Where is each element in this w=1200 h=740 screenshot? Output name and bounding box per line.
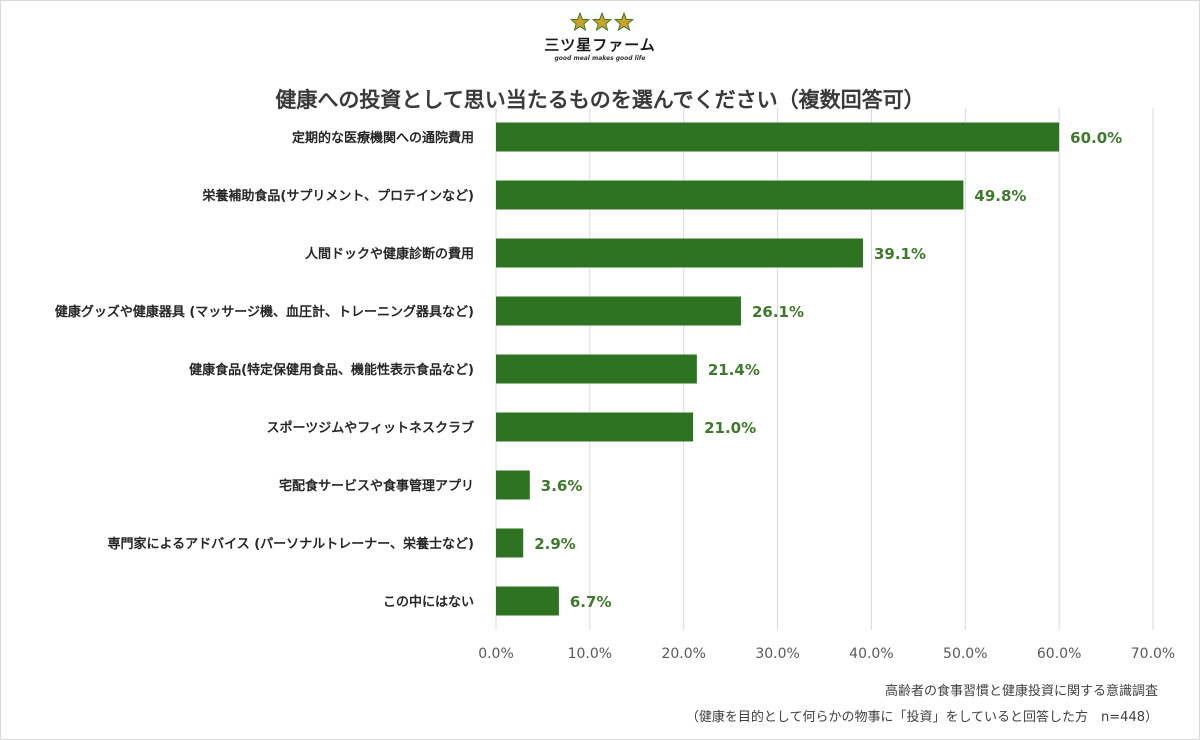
data-label: 21.0% — [704, 419, 756, 437]
x-tick-label: 20.0% — [661, 646, 705, 662]
data-label: 49.8% — [974, 187, 1026, 205]
footnote-survey-name: 高齢者の食事習慣と健康投資に関する意識調査 — [884, 684, 1158, 699]
data-label: 21.4% — [708, 361, 760, 379]
category-label: 宅配食サービスや食事管理アプリ — [279, 478, 474, 494]
category-label: 定期的な医療機関への通院費用 — [291, 130, 474, 146]
x-tick-label: 0.0% — [478, 646, 514, 662]
bar — [496, 296, 741, 326]
bar — [496, 238, 863, 268]
category-label: 栄養補助食品(サプリメント、プロテインなど) — [201, 188, 474, 204]
data-label: 26.1% — [752, 303, 804, 321]
x-tick-label: 40.0% — [849, 646, 893, 662]
x-tick-label: 10.0% — [568, 646, 612, 662]
data-label: 39.1% — [874, 245, 926, 263]
bar — [496, 412, 694, 442]
bar — [496, 586, 559, 616]
category-label: 健康グッズや健康器具 (マッサージ機、血圧計、トレーニング器具など) — [55, 304, 474, 320]
logo-tagline: good meal makes good life — [554, 55, 646, 62]
bar — [496, 354, 697, 384]
x-tick-label: 70.0% — [1131, 646, 1175, 662]
category-label: 人間ドックや健康診断の費用 — [305, 246, 474, 262]
category-label: この中にはない — [383, 594, 474, 610]
brand-logo: 三ツ星ファーム good meal makes good life — [520, 12, 680, 68]
bar — [496, 470, 530, 500]
footnote-respondents: （健康を目的として何らかの物事に「投資」をしていると回答した方 n=448） — [685, 710, 1158, 725]
category-label: 健康食品(特定保健用食品、機能性表示食品など) — [189, 362, 474, 378]
data-label: 3.6% — [541, 477, 583, 495]
chart-title: 健康への投資として思い当たるものを選んでください（複数回答可） — [275, 88, 925, 112]
category-label: 専門家によるアドバイス (パーソナルトレーナー、栄養士など) — [108, 536, 475, 552]
x-tick-label: 50.0% — [943, 646, 987, 662]
three-stars-icon — [570, 12, 634, 32]
bar — [496, 180, 964, 210]
data-label: 6.7% — [570, 593, 612, 611]
x-tick-label: 60.0% — [1037, 646, 1081, 662]
bar — [496, 528, 524, 558]
data-label: 60.0% — [1070, 129, 1122, 147]
logo-name: 三ツ星ファーム — [544, 36, 656, 54]
x-tick-label: 30.0% — [755, 646, 799, 662]
category-label: スポーツジムやフィットネスクラブ — [267, 420, 474, 436]
bar — [496, 122, 1060, 152]
data-label: 2.9% — [534, 535, 576, 553]
